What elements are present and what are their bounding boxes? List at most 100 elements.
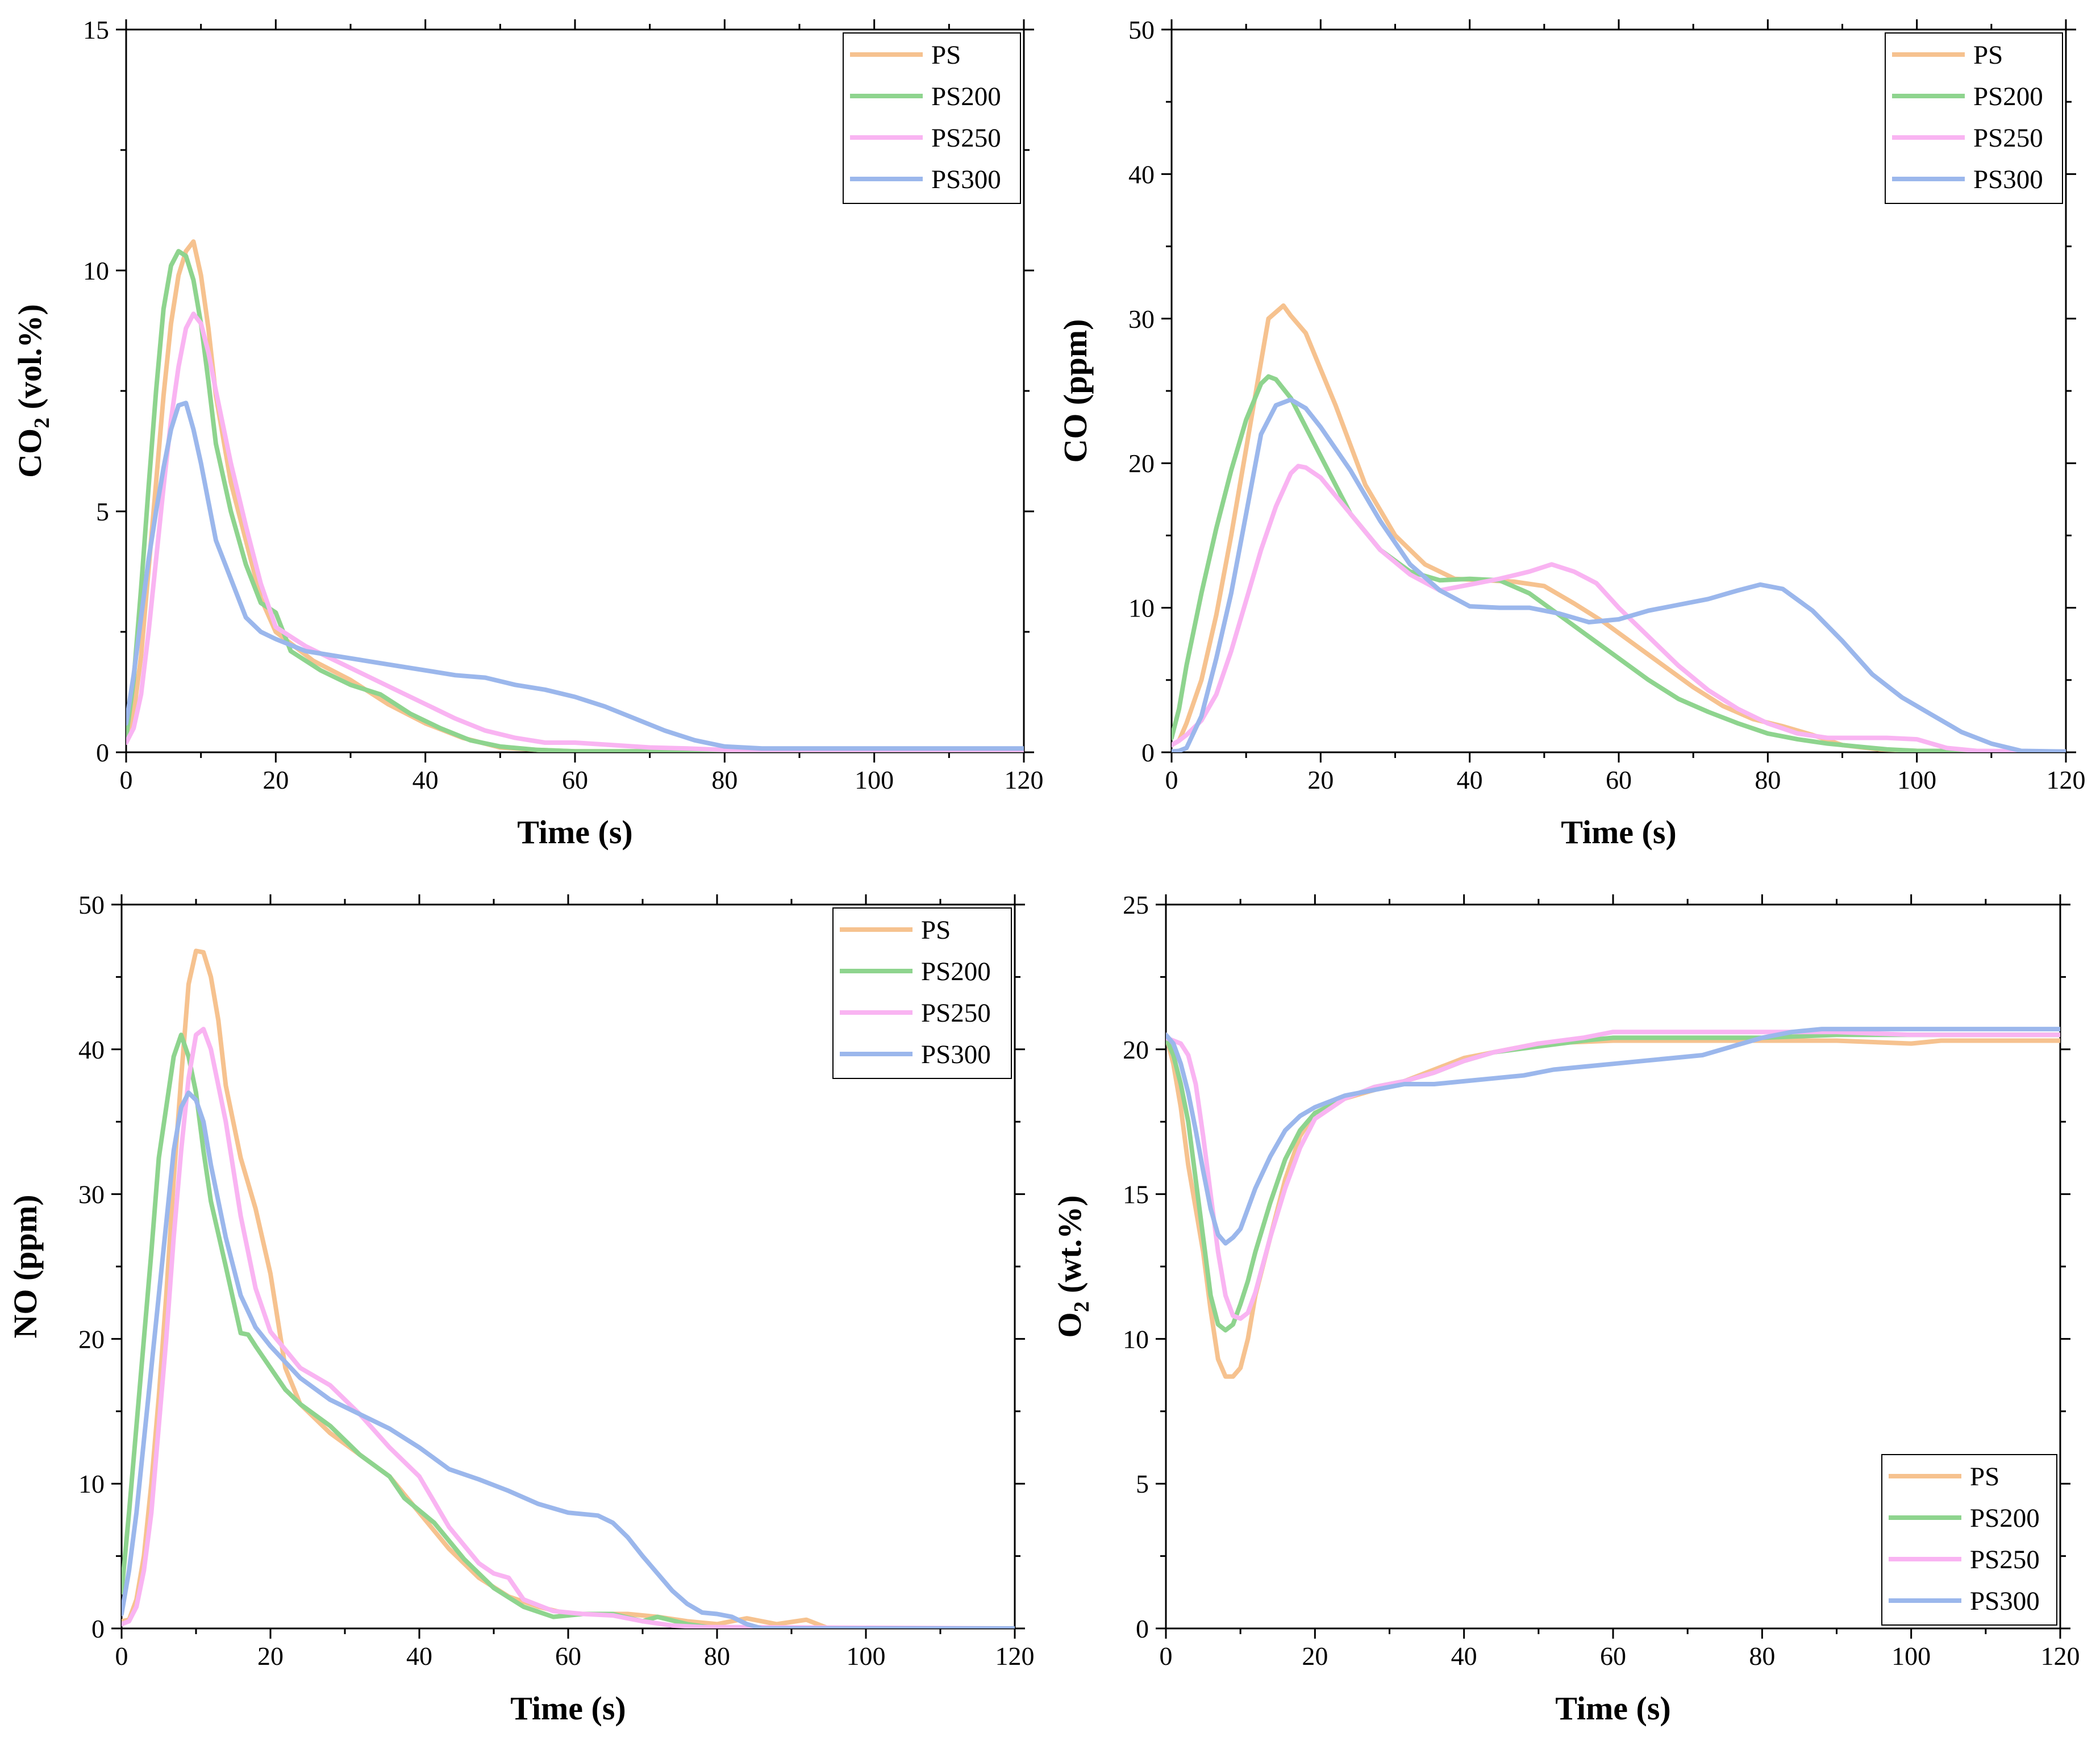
y-axis-title-rest: (vol.%) xyxy=(11,304,48,418)
series-line-ps300 xyxy=(1166,1027,2060,1246)
y-tick-label: 40 xyxy=(1128,160,1155,189)
y-axis-title: CO (ppm) xyxy=(1057,319,1094,463)
y-tick-label: 25 xyxy=(1123,890,1149,919)
y-tick-label: 0 xyxy=(1136,1614,1149,1643)
legend-label-ps: PS xyxy=(931,40,961,70)
legend: PS PS200 PS250 PS300 xyxy=(1881,1454,2057,1626)
y-tick-label: 50 xyxy=(1128,15,1155,44)
y-tick-label: 15 xyxy=(83,15,109,44)
series-line-ps200 xyxy=(1172,374,2066,752)
x-tick-label: 20 xyxy=(257,1642,284,1670)
x-tick-label: 120 xyxy=(2041,1642,2080,1670)
series-line-ps200 xyxy=(122,1032,1015,1628)
legend-label-ps300: PS300 xyxy=(1970,1586,2040,1616)
y-tick-label: 5 xyxy=(1136,1469,1149,1498)
y-axis-title-subscript: 2 xyxy=(1070,1301,1094,1312)
series-line-ps300 xyxy=(126,401,1024,751)
legend-label-ps: PS xyxy=(1973,40,2003,70)
legend-label-ps300: PS300 xyxy=(921,1040,991,1069)
y-tick-label: 10 xyxy=(1128,594,1155,623)
y-tick-label: 30 xyxy=(1128,305,1155,334)
series-line-ps250 xyxy=(1166,1030,2060,1321)
series-line-ps250 xyxy=(126,311,1024,752)
x-tick-label: 0 xyxy=(120,765,133,794)
x-tick-label: 100 xyxy=(1897,765,1936,794)
y-tick-label: 20 xyxy=(1123,1035,1149,1064)
x-tick-label: 20 xyxy=(1307,765,1334,794)
legend: PS PS200 PS250 PS300 xyxy=(843,32,1021,204)
x-axis-title: Time (s) xyxy=(517,814,633,851)
y-tick-label: 15 xyxy=(1123,1180,1149,1209)
legend-label-ps300: PS300 xyxy=(1973,165,2043,194)
y-tick-label: 10 xyxy=(1123,1324,1149,1353)
legend-box xyxy=(843,32,1021,204)
x-tick-label: 60 xyxy=(562,765,588,794)
x-axis-title: Time (s) xyxy=(1555,1690,1671,1727)
legend-label-ps250: PS250 xyxy=(1973,123,2043,153)
y-axis-title-main: CO (ppm) xyxy=(1057,319,1094,463)
legend-label-ps200: PS200 xyxy=(1973,82,2043,111)
x-tick-label: 60 xyxy=(1606,765,1632,794)
series-line-ps xyxy=(1172,303,2066,752)
chart-co2: 0 20 40 60 80 100 120 0 5 10 15 Time (s) CO2 (vol.%)… xyxy=(11,15,1044,851)
legend-label-ps200: PS200 xyxy=(1970,1503,2040,1533)
x-tick-label: 0 xyxy=(1160,1642,1173,1670)
legend-label-ps: PS xyxy=(921,915,951,945)
x-tick-label: 40 xyxy=(406,1642,432,1670)
x-tick-label: 80 xyxy=(1749,1642,1775,1670)
x-tick-label: 80 xyxy=(711,765,738,794)
x-tick-label: 40 xyxy=(1451,1642,1477,1670)
legend: PS PS200 PS250 PS300 xyxy=(832,907,1012,1079)
x-tick-label: 80 xyxy=(704,1642,730,1670)
legend-box xyxy=(1881,1454,2057,1626)
legend-label-ps250: PS250 xyxy=(1970,1545,2040,1574)
x-tick-label: 120 xyxy=(2047,765,2086,794)
y-axis-title-rest: (wt.%) xyxy=(1051,1195,1088,1302)
y-tick-label: 0 xyxy=(96,738,109,767)
y-tick-label: 10 xyxy=(78,1469,105,1498)
y-tick-label: 40 xyxy=(78,1035,105,1064)
x-tick-label: 80 xyxy=(1755,765,1781,794)
x-tick-label: 20 xyxy=(262,765,289,794)
x-tick-label: 100 xyxy=(1891,1642,1931,1670)
x-tick-label: 40 xyxy=(413,765,439,794)
chart-no: 0 20 40 60 80 100 120 0 10 20 30 40 50 Time (s) NO (pp… xyxy=(7,890,1035,1727)
series-line-ps250 xyxy=(1172,464,2066,752)
y-tick-label: 30 xyxy=(78,1180,105,1209)
y-axis-title: CO2 (vol.%) xyxy=(11,304,54,478)
legend-label-ps300: PS300 xyxy=(931,165,1001,194)
series-line-ps250 xyxy=(122,1027,1015,1628)
series-line-ps300 xyxy=(1172,397,2066,752)
x-tick-label: 0 xyxy=(115,1642,128,1670)
x-axis-title: Time (s) xyxy=(510,1690,626,1727)
legend-label-ps250: PS250 xyxy=(931,123,1001,153)
y-axis-title-main: CO xyxy=(11,428,48,478)
series-line-ps200 xyxy=(1166,1032,2060,1333)
y-tick-label: 0 xyxy=(1141,738,1155,767)
series-line-ps300 xyxy=(122,1090,1015,1628)
legend-label-ps200: PS200 xyxy=(921,957,991,986)
x-tick-label: 120 xyxy=(995,1642,1035,1670)
y-axis-title: O2 (wt.%) xyxy=(1051,1195,1094,1338)
legend-label-ps: PS xyxy=(1970,1462,1999,1492)
y-axis-title-subscript: 2 xyxy=(30,418,54,428)
x-tick-label: 60 xyxy=(555,1642,581,1670)
y-axis-title: NO (ppm) xyxy=(7,1195,44,1339)
chart-co: 0 20 40 60 80 100 120 0 10 20 30 40 50 Time (s) CO (pp… xyxy=(1057,15,2086,851)
y-axis-title-main: NO (ppm) xyxy=(7,1195,44,1339)
y-tick-label: 5 xyxy=(96,497,109,526)
y-tick-label: 10 xyxy=(83,256,109,285)
y-tick-label: 0 xyxy=(91,1614,105,1643)
series-lines xyxy=(1166,1027,2060,1379)
series-line-ps200 xyxy=(126,249,1024,752)
x-tick-label: 100 xyxy=(847,1642,886,1670)
x-axis-title: Time (s) xyxy=(1561,814,1677,851)
series-lines xyxy=(126,239,1024,752)
y-tick-label: 20 xyxy=(78,1324,105,1353)
x-tick-label: 100 xyxy=(855,765,894,794)
legend-label-ps200: PS200 xyxy=(931,82,1001,111)
y-axis-title-main: O xyxy=(1051,1312,1088,1338)
legend-box xyxy=(832,907,1012,1079)
chart-o2: 0 20 40 60 80 100 120 0 5 10 15 20 25 Time (s) O2 (wt.… xyxy=(1051,890,2080,1727)
x-tick-label: 120 xyxy=(1005,765,1044,794)
